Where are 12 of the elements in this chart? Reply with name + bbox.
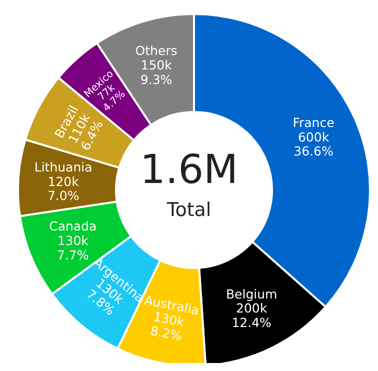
data-label: 200k 12.4% xyxy=(232,300,272,330)
slice-label: Others xyxy=(135,42,178,58)
data-label: 600k 36.6% xyxy=(294,128,334,158)
slice-label: Canada xyxy=(49,218,97,234)
data-label: 150k 9.3% xyxy=(140,57,173,86)
data-label: 120k 7.0% xyxy=(47,173,80,203)
text: Total xyxy=(166,199,212,221)
slice-label: France xyxy=(292,114,335,130)
slice-label: Lithuania xyxy=(34,158,92,174)
slice-label: Belgium xyxy=(226,286,278,301)
data-label: 130k 7.7% xyxy=(56,232,90,262)
text: 1.6M xyxy=(140,147,238,193)
